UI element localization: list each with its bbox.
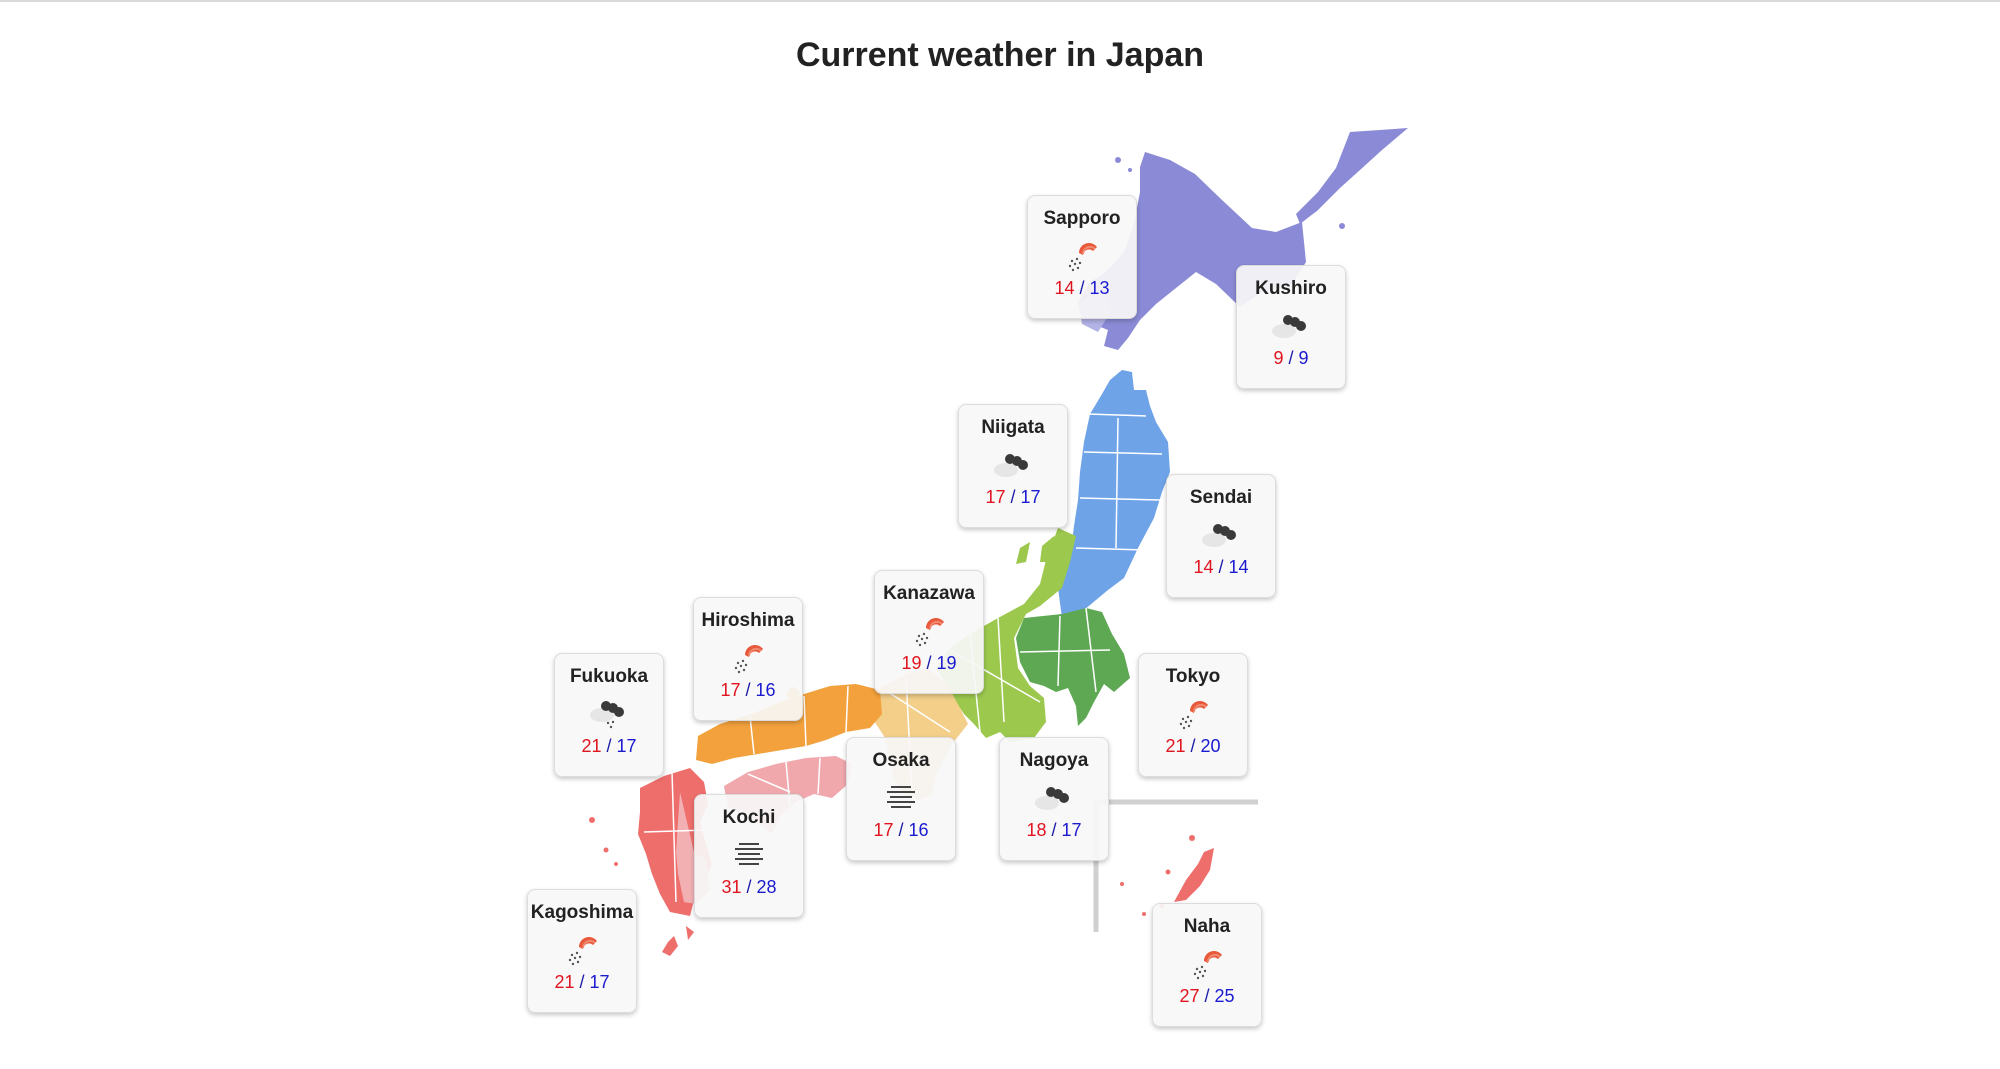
city-name: Nagoya — [1019, 750, 1089, 771]
page-title: Current weather in Japan — [795, 36, 1205, 74]
high-temp: 9 — [1273, 348, 1284, 368]
temp-separator: / — [926, 653, 932, 673]
sun-rain-icon — [1182, 945, 1232, 981]
city-name: Tokyo — [1165, 666, 1221, 687]
city-card-naha[interactable]: Naha 27 / 25 — [1152, 903, 1262, 1027]
city-name: Kagoshima — [530, 902, 634, 923]
city-card-niigata[interactable]: Niigata 17 / 17 — [958, 404, 1068, 528]
region-kanto[interactable] — [1016, 607, 1130, 726]
temp-separator: / — [1204, 986, 1210, 1006]
fog-icon — [724, 836, 774, 872]
city-name: Kushiro — [1255, 278, 1327, 299]
low-temp: 14 — [1228, 557, 1249, 577]
region-tohoku[interactable] — [1058, 370, 1170, 618]
cloud-rain-icon — [584, 695, 634, 731]
sun-rain-icon — [904, 612, 954, 648]
city-card-hiroshima[interactable]: Hiroshima 17 / 16 — [693, 597, 803, 721]
high-temp: 17 — [720, 680, 741, 700]
temperature: 31 / 28 — [695, 877, 803, 898]
temp-separator: / — [1010, 487, 1016, 507]
low-temp: 17 — [1020, 487, 1041, 507]
high-temp: 17 — [873, 820, 894, 840]
temperature: 21 / 20 — [1139, 736, 1247, 757]
temp-separator: / — [1079, 278, 1085, 298]
region-kyushu[interactable] — [589, 768, 712, 956]
sun-rain-icon — [1168, 695, 1218, 731]
low-temp: 20 — [1200, 736, 1221, 756]
city-name: Osaka — [872, 750, 930, 771]
high-temp: 19 — [901, 653, 922, 673]
temperature: 14 / 13 — [1028, 278, 1136, 299]
temp-separator: / — [579, 972, 585, 992]
cloud-icon — [1029, 779, 1079, 815]
city-name: Sapporo — [1043, 208, 1121, 229]
low-temp: 13 — [1089, 278, 1110, 298]
temp-separator: / — [746, 877, 752, 897]
high-temp: 27 — [1179, 986, 1200, 1006]
low-temp: 16 — [755, 680, 776, 700]
city-card-sapporo[interactable]: Sapporo 14 / 13 — [1027, 195, 1137, 319]
city-card-kushiro[interactable]: Kushiro 9 / 9 — [1236, 265, 1346, 389]
city-card-kochi[interactable]: Kochi 31 / 28 — [694, 794, 804, 918]
high-temp: 21 — [1165, 736, 1186, 756]
city-name: Hiroshima — [701, 610, 795, 631]
city-card-osaka[interactable]: Osaka 17 / 16 — [846, 737, 956, 861]
city-card-tokyo[interactable]: Tokyo 21 / 20 — [1138, 653, 1248, 777]
cloud-icon — [1196, 516, 1246, 552]
temperature: 17 / 16 — [694, 680, 802, 701]
temp-separator: / — [745, 680, 751, 700]
city-card-kanazawa[interactable]: Kanazawa 19 / 19 — [874, 570, 984, 694]
city-card-nagoya[interactable]: Nagoya 18 / 17 — [999, 737, 1109, 861]
temperature: 27 / 25 — [1153, 986, 1261, 1007]
temp-separator: / — [1190, 736, 1196, 756]
temperature: 17 / 16 — [847, 820, 955, 841]
fog-icon — [876, 779, 926, 815]
temperature: 18 / 17 — [1000, 820, 1108, 841]
high-temp: 17 — [985, 487, 1006, 507]
low-temp: 17 — [1061, 820, 1082, 840]
temp-separator: / — [1051, 820, 1057, 840]
low-temp: 25 — [1214, 986, 1235, 1006]
high-temp: 14 — [1054, 278, 1075, 298]
city-card-fukuoka[interactable]: Fukuoka 21 / 17 — [554, 653, 664, 777]
city-name: Sendai — [1189, 487, 1253, 508]
low-temp: 16 — [908, 820, 929, 840]
high-temp: 21 — [581, 736, 602, 756]
temperature: 21 / 17 — [555, 736, 663, 757]
city-card-kagoshima[interactable]: Kagoshima 21 / 17 — [527, 889, 637, 1013]
low-temp: 17 — [589, 972, 610, 992]
city-name: Naha — [1183, 916, 1231, 937]
temp-separator: / — [898, 820, 904, 840]
temp-separator: / — [1288, 348, 1294, 368]
temperature: 9 / 9 — [1237, 348, 1345, 369]
low-temp: 9 — [1298, 348, 1309, 368]
city-name: Fukuoka — [569, 666, 649, 687]
sun-rain-icon — [723, 639, 773, 675]
cloud-icon — [1266, 307, 1316, 343]
low-temp: 28 — [756, 877, 777, 897]
temperature: 14 / 14 — [1167, 557, 1275, 578]
high-temp: 21 — [554, 972, 575, 992]
sun-rain-icon — [1057, 237, 1107, 273]
low-temp: 17 — [616, 736, 637, 756]
cloud-icon — [988, 446, 1038, 482]
sun-rain-icon — [557, 931, 607, 967]
high-temp: 31 — [721, 877, 742, 897]
city-name: Kochi — [722, 807, 776, 828]
temp-separator: / — [1218, 557, 1224, 577]
temperature: 21 / 17 — [528, 972, 636, 993]
high-temp: 14 — [1193, 557, 1214, 577]
high-temp: 18 — [1026, 820, 1047, 840]
city-card-sendai[interactable]: Sendai 14 / 14 — [1166, 474, 1276, 598]
low-temp: 19 — [936, 653, 957, 673]
temp-separator: / — [606, 736, 612, 756]
temperature: 19 / 19 — [875, 653, 983, 674]
city-name: Kanazawa — [883, 583, 975, 604]
city-name: Niigata — [981, 417, 1045, 438]
temperature: 17 / 17 — [959, 487, 1067, 508]
